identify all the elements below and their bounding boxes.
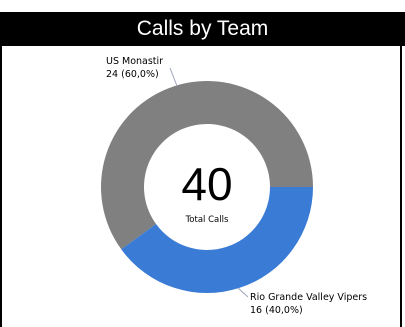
leader-line-1 <box>169 67 178 87</box>
donut-slices <box>101 81 314 294</box>
slice-value-2: 16 (40,0%) <box>250 305 303 316</box>
leader-lines <box>169 67 249 298</box>
center-total-label: Total Calls <box>185 215 229 225</box>
center-total-value: 40 <box>181 158 232 210</box>
slice-label-1: US Monastir <box>106 56 163 67</box>
panel-border-left <box>0 46 2 327</box>
leader-line-2 <box>237 287 249 298</box>
donut-slice-1 <box>101 81 314 250</box>
chart-title: Calls by Team <box>0 12 405 46</box>
slice-labels: US Monastir 24 (60,0%) Rio Grande Valley V… <box>106 56 367 316</box>
slice-value-1: 24 (60,0%) <box>106 69 159 80</box>
panel-border-right <box>400 46 402 327</box>
donut-slice-2 <box>121 187 313 294</box>
slice-label-2: Rio Grande Valley Vipers <box>250 292 367 303</box>
